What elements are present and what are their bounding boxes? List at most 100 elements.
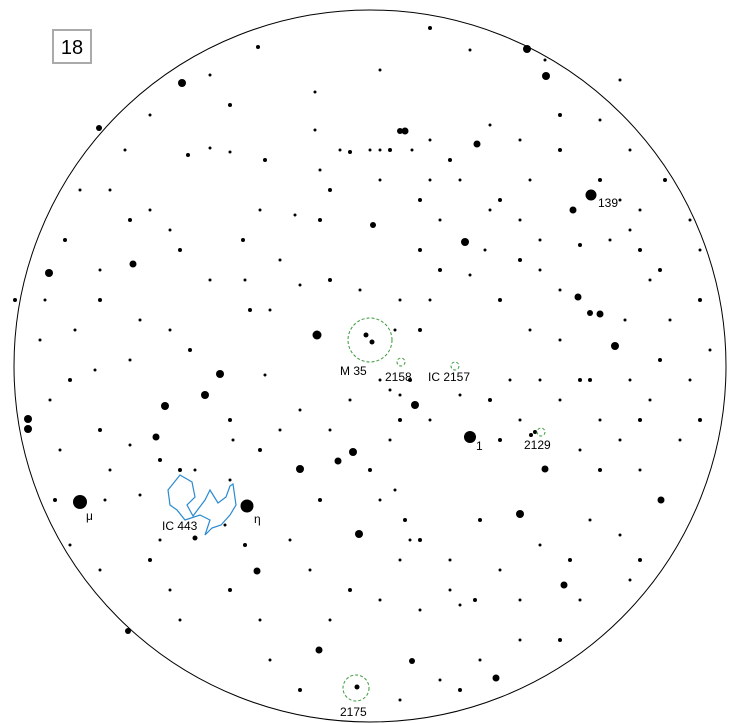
label: 1 (476, 439, 483, 453)
star (313, 90, 317, 94)
star (508, 378, 512, 382)
star (628, 148, 632, 152)
star (638, 248, 642, 252)
cluster-marker (396, 357, 406, 367)
star (348, 588, 352, 592)
star (168, 588, 172, 592)
star (418, 328, 422, 332)
star (378, 68, 382, 72)
star (708, 348, 712, 352)
star (98, 428, 102, 432)
star (308, 568, 312, 572)
star (492, 674, 500, 682)
star (558, 148, 562, 152)
star (363, 332, 369, 338)
star (698, 298, 702, 302)
star (458, 393, 462, 397)
star (293, 213, 297, 217)
star (98, 268, 102, 272)
star (318, 168, 322, 172)
star (418, 608, 422, 612)
star (408, 378, 412, 382)
star (448, 558, 452, 562)
star (298, 283, 302, 287)
star (13, 298, 17, 302)
star (168, 328, 172, 332)
star (657, 496, 665, 504)
star (349, 448, 357, 456)
star (58, 448, 62, 452)
star (578, 598, 582, 602)
star (398, 393, 402, 397)
star (398, 698, 402, 702)
star (48, 398, 52, 402)
star (428, 418, 432, 422)
label: η (254, 512, 261, 526)
star (668, 318, 672, 322)
star (598, 418, 602, 422)
star (473, 140, 481, 148)
star (98, 298, 102, 302)
star (428, 178, 432, 182)
star (398, 558, 402, 562)
star (558, 288, 562, 292)
star (585, 189, 597, 201)
star (598, 178, 602, 182)
star (129, 260, 137, 268)
star (578, 243, 582, 247)
star (529, 433, 533, 437)
star (518, 218, 522, 222)
star (378, 148, 382, 152)
star (241, 238, 245, 242)
star (538, 268, 542, 272)
star (24, 425, 32, 433)
star (328, 428, 332, 432)
star (123, 148, 127, 152)
star (216, 370, 224, 378)
star (368, 468, 372, 472)
star (178, 79, 186, 87)
star (368, 148, 372, 152)
star (148, 113, 152, 117)
star (328, 188, 332, 192)
star (370, 222, 376, 228)
star (560, 581, 568, 589)
star (538, 238, 542, 242)
star (358, 288, 362, 292)
star (488, 398, 492, 402)
star (578, 448, 582, 452)
star (68, 378, 72, 382)
star (158, 458, 162, 462)
stars (13, 26, 712, 702)
star (678, 438, 682, 442)
star (478, 518, 482, 522)
star (223, 523, 227, 527)
star (458, 688, 462, 692)
star (298, 688, 302, 692)
star (148, 558, 152, 562)
star (458, 178, 462, 182)
star (498, 298, 502, 302)
star (638, 468, 642, 472)
star (298, 408, 302, 412)
star (296, 465, 304, 473)
star (588, 378, 592, 382)
star (313, 128, 317, 132)
star (658, 358, 662, 362)
star (568, 558, 572, 562)
star (558, 338, 562, 342)
star (418, 538, 422, 542)
star (161, 402, 169, 410)
star (410, 148, 414, 152)
star (256, 45, 260, 49)
star (473, 598, 477, 602)
cluster-marker (347, 317, 393, 363)
star (278, 258, 282, 262)
star (558, 398, 562, 402)
star (158, 538, 162, 542)
star (588, 518, 592, 522)
star (263, 158, 267, 162)
star (43, 298, 47, 302)
star (688, 378, 692, 382)
star (348, 398, 352, 402)
